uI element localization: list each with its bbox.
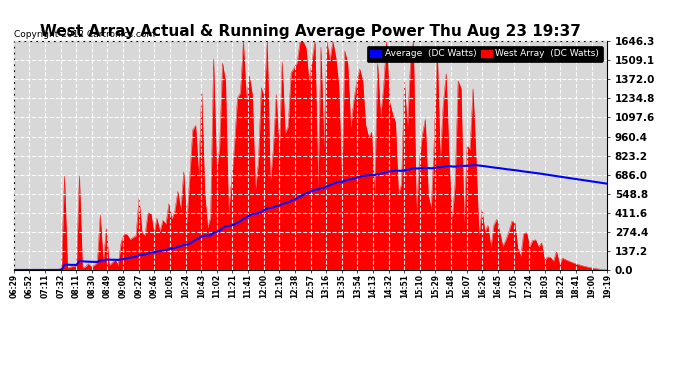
Legend: Average  (DC Watts), West Array  (DC Watts): Average (DC Watts), West Array (DC Watts… [366,46,602,62]
Title: West Array Actual & Running Average Power Thu Aug 23 19:37: West Array Actual & Running Average Powe… [40,24,581,39]
Text: Copyright 2012 Cartronics.com: Copyright 2012 Cartronics.com [14,30,155,39]
